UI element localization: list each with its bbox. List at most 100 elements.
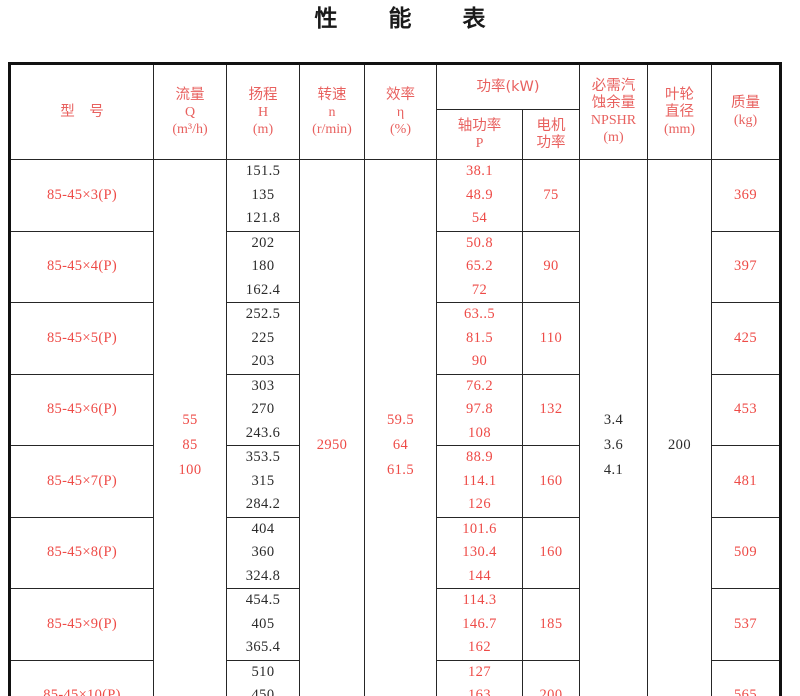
header-mass-unit: (kg) [733, 113, 758, 128]
header-impeller-line2: 直径 [665, 103, 694, 120]
cell-motor-power: 90 [522, 230, 580, 303]
header-head: 扬程 H (m) [226, 63, 300, 160]
cell-shaft-power: 38.1 48.9 54 [436, 159, 523, 232]
header-row-1: 型 号 流量 Q (m³/h) 扬程 H (m) 转速 n [9, 63, 781, 160]
head-value: 404 [251, 520, 275, 537]
cell-npshr-shared: 3.4 3.6 4.1 [579, 159, 648, 696]
head-value: 450 [251, 687, 275, 696]
shaft-power-value: 163 [468, 687, 491, 696]
header-impeller: 叶轮 直径 (mm) [647, 63, 712, 160]
cell-speed-shared: 2950 [299, 159, 365, 696]
header-head-symbol: H [257, 104, 269, 120]
cell-mass: 425 [711, 302, 781, 375]
head-value: 405 [251, 615, 275, 632]
cell-model: 85-45×7(P) [9, 445, 154, 518]
head-value: 162.4 [245, 281, 281, 298]
header-npshr-line2: 蚀余量 [591, 95, 636, 111]
table-row: 85-45×5(P) 252.5 225 203 63..5 81.5 90 1… [9, 302, 781, 375]
shaft-power-value: 88.9 [466, 449, 493, 465]
header-speed-name: 转速 [317, 86, 347, 103]
cell-motor-power: 160 [522, 445, 580, 518]
header-flow-unit: (m³/h) [172, 121, 208, 137]
shaft-power-value: 65.2 [466, 258, 493, 274]
cell-motor-power: 185 [522, 588, 580, 661]
head-value: 180 [251, 258, 275, 274]
cell-shaft-power: 88.9 114.1 126 [436, 445, 523, 518]
table-row: 85-45×10(P) 510 450 390 127 163 180 200 … [9, 659, 781, 696]
head-value: 243.6 [245, 424, 281, 441]
header-power-group-label: 功率(kW) [476, 78, 540, 95]
header-efficiency: 效率 η (%) [364, 63, 437, 160]
header-flow: 流量 Q (m³/h) [153, 63, 227, 160]
shaft-power-value: 162 [468, 639, 491, 655]
cell-model: 85-45×5(P) [9, 302, 154, 375]
cell-motor-power: 110 [522, 302, 580, 375]
shaft-power-value: 54 [471, 210, 488, 226]
table-body: 85-45×3(P) 55 85 100 151.5 135 121.8 295… [9, 159, 781, 696]
head-value: 360 [251, 544, 275, 560]
head-value: 203 [251, 353, 275, 369]
head-value: 202 [251, 234, 275, 251]
head-value: 225 [251, 329, 275, 346]
header-mass: 质量 (kg) [711, 63, 781, 160]
performance-table-wrapper: 型 号 流量 Q (m³/h) 扬程 H (m) 转速 n [8, 62, 782, 696]
flow-value: 100 [178, 462, 202, 478]
header-npshr-unit: (m) [603, 130, 624, 145]
cell-shaft-power: 127 163 180 [436, 659, 523, 696]
table-row: 85-45×4(P) 202 180 162.4 50.8 65.2 72 90… [9, 230, 781, 303]
efficiency-value: 64 [392, 437, 409, 453]
header-model: 型 号 [9, 63, 154, 160]
npshr-value: 4.1 [603, 462, 624, 478]
header-row-2: 轴功率 P 电机 功率 [10, 109, 781, 160]
header-impeller-line1: 叶轮 [665, 86, 694, 103]
cell-model: 85-45×10(P) [9, 659, 154, 696]
shaft-power-value: 48.9 [466, 186, 493, 203]
efficiency-value: 61.5 [387, 462, 414, 478]
header-motor-power-line2: 功率 [536, 134, 566, 151]
cell-motor-power: 132 [522, 373, 580, 446]
header-head-name: 扬程 [248, 86, 278, 103]
table-row: 85-45×6(P) 303 270 243.6 76.2 97.8 108 1… [9, 373, 781, 446]
cell-model: 85-45×3(P) [9, 159, 154, 232]
cell-shaft-power: 101.6 130.4 144 [436, 516, 523, 589]
npshr-value: 3.4 [603, 412, 624, 428]
shaft-power-value: 50.8 [466, 234, 493, 251]
shaft-power-value: 146.7 [462, 615, 497, 632]
cell-shaft-power: 114.3 146.7 162 [436, 588, 523, 661]
header-mass-name: 质量 [731, 95, 760, 111]
head-value: 454.5 [245, 592, 281, 608]
cell-mass: 397 [711, 230, 781, 303]
head-value: 151.5 [245, 163, 281, 179]
table-row: 85-45×3(P) 55 85 100 151.5 135 121.8 295… [9, 159, 781, 696]
shaft-power-value: 127 [468, 663, 491, 680]
header-efficiency-unit: (%) [390, 121, 411, 137]
cell-head: 202 180 162.4 [226, 230, 300, 303]
cell-mass: 481 [711, 445, 781, 518]
header-impeller-unit: (mm) [663, 121, 696, 137]
shaft-power-value: 126 [468, 496, 491, 512]
head-value: 315 [251, 472, 275, 489]
cell-mass: 509 [711, 516, 781, 589]
cell-head: 510 450 390 [226, 659, 300, 696]
cell-shaft-power: 50.8 65.2 72 [436, 230, 523, 303]
header-head-unit: (m) [252, 121, 274, 137]
header-efficiency-symbol: η [396, 104, 405, 120]
cell-head: 303 270 243.6 [226, 373, 300, 446]
table-row: 85-45×9(P) 454.5 405 365.4 114.3 146.7 1… [9, 588, 781, 661]
shaft-power-value: 114.1 [462, 472, 497, 489]
shaft-power-value: 90 [471, 353, 488, 369]
shaft-power-value: 81.5 [466, 329, 493, 346]
head-value: 365.4 [245, 639, 281, 655]
flow-value: 55 [182, 412, 198, 428]
table-row: 85-45×7(P) 353.5 315 284.2 88.9 114.1 12… [9, 445, 781, 518]
cell-model: 85-45×4(P) [9, 230, 154, 303]
performance-table: 型 号 流量 Q (m³/h) 扬程 H (m) 转速 n [8, 62, 782, 696]
shaft-power-value: 114.3 [462, 592, 497, 608]
header-speed-symbol: n [328, 104, 336, 120]
cell-mass: 537 [711, 588, 781, 661]
cell-model: 85-45×8(P) [9, 516, 154, 589]
shaft-power-value: 108 [468, 424, 491, 441]
head-value: 303 [251, 377, 275, 394]
header-motor-power-line1: 电机 [536, 117, 566, 134]
